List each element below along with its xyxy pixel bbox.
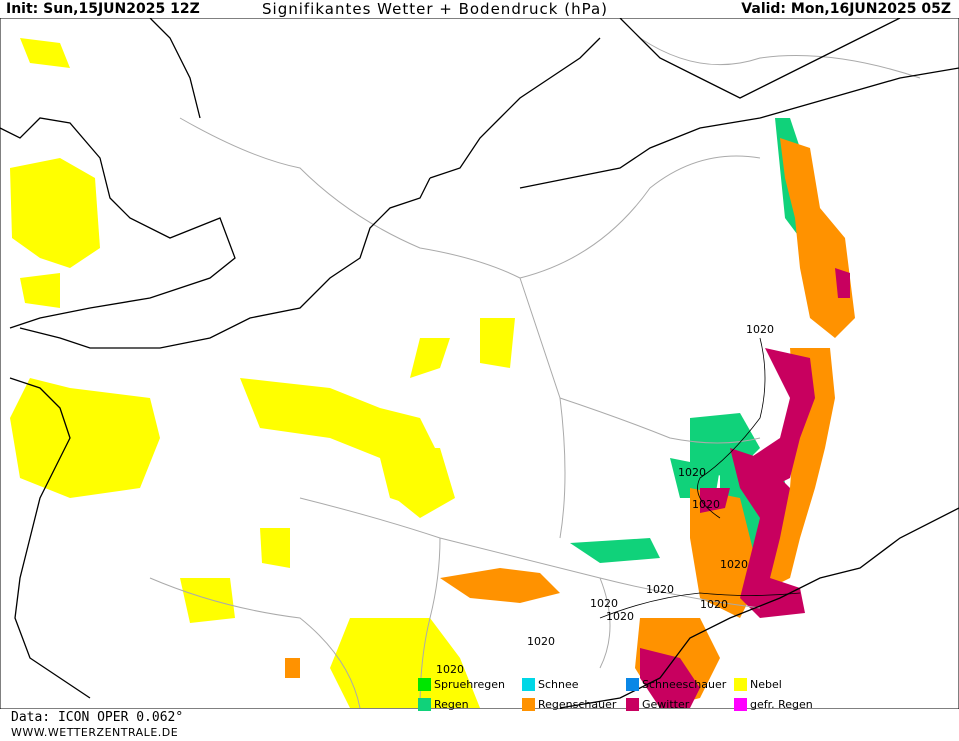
coast-scotland [149,18,201,119]
legend-label: Schneeschauer [642,678,727,691]
legend-swatch [418,678,431,691]
weather-map: 1020 1020 1020 1020 1020 1020 1020 1020 … [0,18,959,709]
tstorm-austria [730,448,805,618]
map-canvas: 1020 1020 1020 1020 1020 1020 1020 1020 … [0,18,959,709]
isobar-label-6: 1020 [590,597,618,610]
coast-jutland [429,37,601,179]
legend-item-regenschauer: Regenschauer [522,698,616,714]
coast-brittany [9,377,91,699]
legend-label: Nebel [750,678,782,691]
legend-label: Gewitter [642,698,690,711]
isobar-label-2: 1020 [678,466,706,479]
coast-baltic [519,67,959,189]
showers-east [770,348,835,588]
rain-alps [570,538,660,563]
coast-scandinavia [619,18,901,99]
tstorm-bavaria [700,488,730,513]
coast-france-n [19,177,431,349]
legend-label: Regenschauer [538,698,617,711]
legend-label: Regen [434,698,469,711]
chart-title: Signifikantes Wetter + Bodendruck (hPa) [262,0,608,18]
valid-time: Valid: Mon,16JUN2025 05Z [741,1,951,17]
fog-south-fr [180,578,235,623]
isobar-label-7: 1020 [700,598,728,611]
map-legend: Spruehregen Schnee Schneeschauer Nebel R… [418,678,818,718]
fog-lyon [260,528,290,568]
fog-germany-w [480,318,515,368]
legend-item-regen: Regen [418,698,469,714]
fog-france-east [390,448,455,518]
legend-item-schneeschauer: Schneeschauer [626,678,726,694]
fog-france-central [240,378,440,508]
coastlines [0,18,959,709]
legend-label: Spruehregen [434,678,505,691]
isobar-label-10: 1020 [436,663,464,676]
legend-swatch [734,698,747,711]
legend-item-gefr-regen: gefr. Regen [734,698,813,714]
legend-swatch [734,678,747,691]
legend-swatch [418,698,431,711]
legend-item-gewitter: Gewitter [626,698,689,714]
legend-label: gefr. Regen [750,698,813,711]
showers-italy-w [285,658,300,678]
legend-item-schnee: Schnee [522,678,579,694]
isobar-label-1: 1020 [746,323,774,336]
coast-britain [0,117,236,329]
isobar-label-8: 1020 [606,610,634,623]
legend-swatch [626,678,639,691]
fog-italy [330,618,480,708]
fog-belgium [410,338,450,378]
legend-swatch [626,698,639,711]
data-source: Data: ICON OPER 0.062° [11,710,184,725]
isobar-label-3: 1020 [692,498,720,511]
tstorm-italy [640,648,700,708]
tstorm-poland [835,268,850,298]
fog-tl [20,38,70,68]
legend-label: Schnee [538,678,579,691]
init-time: Init: Sun,15JUN2025 12Z [6,1,200,17]
legend-item-nebel: Nebel [734,678,782,694]
isobars [599,337,801,619]
tstorm-czech [750,348,815,488]
fog-england [10,158,100,268]
showers-poland [780,138,855,338]
legend-item-spruehregen: Spruehregen [418,678,505,694]
site-url: WWW.WETTERZENTRALE.DE [11,726,179,739]
shower-areas [285,138,855,708]
fog-areas [10,38,515,708]
isobar-label-4: 1020 [720,558,748,571]
fog-brittany [10,378,160,498]
thunderstorm-areas [640,268,850,708]
isobar-label-5: 1020 [646,583,674,596]
showers-alps-n [440,568,560,603]
legend-swatch [522,698,535,711]
fog-england-south [20,273,60,308]
isobar-label-9: 1020 [527,635,555,648]
showers-austria [690,488,760,618]
legend-swatch [522,678,535,691]
coast-italy [559,507,959,709]
